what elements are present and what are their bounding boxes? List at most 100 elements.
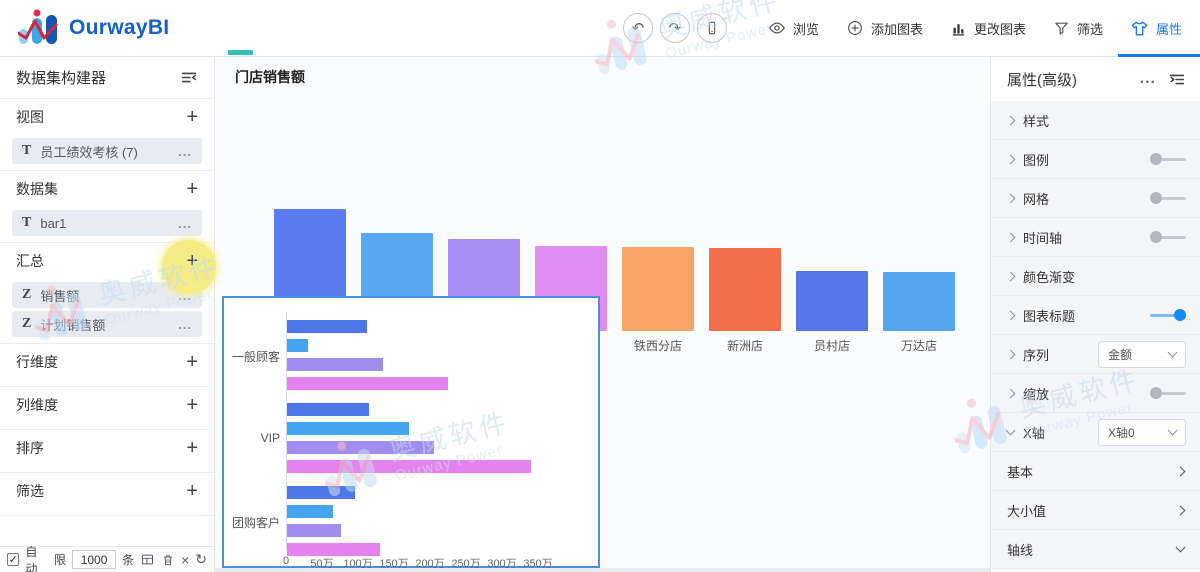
store-bar[interactable] xyxy=(709,248,781,331)
x-axis-select[interactable]: X轴0 xyxy=(1098,418,1186,446)
customer-bar[interactable] xyxy=(287,543,380,556)
panel-more-icon[interactable]: ... xyxy=(1139,70,1156,87)
series-select-value: 金额 xyxy=(1108,347,1133,362)
sidebar-title: 数据集构建器 xyxy=(16,70,107,87)
properties-button[interactable]: 属性 xyxy=(1130,19,1182,38)
chevron-right-icon xyxy=(1005,193,1016,203)
history-buttons: ↶ ↷ xyxy=(622,13,727,43)
customer-bar[interactable] xyxy=(287,441,434,454)
divider xyxy=(0,515,214,516)
section-column-dimension: 列维度 + xyxy=(0,387,214,430)
add-chart-button[interactable]: 添加图表 xyxy=(846,19,923,38)
item-type-icon: Z xyxy=(22,316,32,331)
refresh-button[interactable]: ↻ xyxy=(195,551,207,568)
y-axis-line xyxy=(286,312,287,550)
add-view-button[interactable]: + xyxy=(186,106,198,128)
table-view-button[interactable] xyxy=(140,552,155,567)
add-column-dimension-button[interactable]: + xyxy=(186,394,198,416)
add-dataset-button[interactable]: + xyxy=(186,178,198,200)
table-icon xyxy=(142,554,154,565)
customer-bar[interactable] xyxy=(287,377,448,390)
clear-button[interactable]: × xyxy=(181,552,189,568)
auto-checkbox[interactable]: ✓ xyxy=(7,553,20,566)
collapse-panel-icon[interactable] xyxy=(1168,72,1186,87)
filter-button[interactable]: 筛选 xyxy=(1053,19,1103,38)
customer-bar[interactable] xyxy=(287,460,531,473)
summary-item-label: 计划销售额 xyxy=(40,317,106,333)
summary-item-planned-sales[interactable]: Z 计划销售额 ... xyxy=(12,311,202,337)
subrow-label: 轴线 xyxy=(1007,542,1034,558)
customer-bar[interactable] xyxy=(287,486,355,499)
browse-button[interactable]: 浏览 xyxy=(768,19,819,38)
delete-button[interactable] xyxy=(161,553,175,567)
summary-item-label: 销售额 xyxy=(40,288,80,304)
series-select[interactable]: 金额 xyxy=(1098,340,1186,368)
undo-button[interactable]: ↶ xyxy=(622,13,653,43)
prop-label: 序列 xyxy=(1023,347,1050,363)
store-bar[interactable] xyxy=(796,271,868,331)
subrow-min-max[interactable]: 大小值 xyxy=(991,491,1200,530)
item-more-icon[interactable]: ... xyxy=(178,143,192,159)
change-chart-label: 更改图表 xyxy=(973,21,1026,37)
timeline-toggle[interactable] xyxy=(1150,230,1186,244)
dataset-item[interactable]: T bar1 ... xyxy=(12,210,202,236)
prop-row-x-axis[interactable]: X轴 X轴0 xyxy=(991,413,1200,452)
prop-row-style[interactable]: 样式 xyxy=(991,101,1200,140)
properties-panel: 属性(高级) ... 样式 图例 网格 时间轴 xyxy=(990,57,1200,572)
customer-bar[interactable] xyxy=(287,320,367,333)
prop-row-zoom[interactable]: 缩放 xyxy=(991,374,1200,413)
prop-row-timeline[interactable]: 时间轴 xyxy=(991,218,1200,257)
change-chart-button[interactable]: 更改图表 xyxy=(950,19,1026,38)
prop-row-color-gradient[interactable]: 颜色渐变 xyxy=(991,257,1200,296)
properties-panel-title: 属性(高级) xyxy=(1007,71,1077,89)
customer-bar[interactable] xyxy=(287,524,341,537)
prop-row-chart-title[interactable]: 图表标题 xyxy=(991,296,1200,335)
dashboard-canvas[interactable]: 门店销售额 豫城时尚商场店万国店铜锣湾店中心城店铁西分店新洲店员村店万达店 一般… xyxy=(215,57,990,572)
chevron-right-icon xyxy=(1005,154,1016,164)
x-axis-select-value: X轴0 xyxy=(1108,425,1135,440)
y-axis-label: 一般顾客 xyxy=(231,350,280,364)
x-axis-label: 铁西分店 xyxy=(633,339,683,353)
customer-bar[interactable] xyxy=(287,422,409,435)
prop-label: 图例 xyxy=(1023,152,1050,168)
prop-row-legend[interactable]: 图例 xyxy=(991,140,1200,179)
chevron-down-icon xyxy=(1167,347,1178,358)
add-filter-button[interactable]: + xyxy=(186,480,198,502)
redo-button[interactable]: ↷ xyxy=(659,13,690,43)
add-summary-button[interactable]: + xyxy=(186,250,198,272)
item-more-icon[interactable]: ... xyxy=(178,316,192,332)
grid-toggle[interactable] xyxy=(1150,191,1186,205)
filter-label: 筛选 xyxy=(1076,21,1103,37)
section-column-dimension-label: 列维度 xyxy=(16,397,58,413)
subrow-basic[interactable]: 基本 xyxy=(991,452,1200,491)
add-row-dimension-button[interactable]: + xyxy=(186,351,198,373)
customer-bar[interactable] xyxy=(287,403,369,416)
x-axis-tick: 0 xyxy=(282,555,290,567)
add-sort-button[interactable]: + xyxy=(186,437,198,459)
customer-bar[interactable] xyxy=(287,505,333,518)
customer-sales-chart[interactable]: 一般顾客 VIP 团购客户 0 50万 100万 150万 200万 250万 300万 350万 xyxy=(222,296,600,570)
collapse-sidebar-icon[interactable] xyxy=(180,70,198,85)
zoom-toggle[interactable] xyxy=(1150,386,1186,400)
customer-bar[interactable] xyxy=(287,339,308,352)
item-more-icon[interactable]: ... xyxy=(178,215,192,231)
store-bar[interactable] xyxy=(622,247,694,331)
divider xyxy=(0,386,214,387)
subrow-axis-line[interactable]: 轴线 xyxy=(991,530,1200,569)
section-filter-label: 筛选 xyxy=(16,483,44,499)
limit-input[interactable] xyxy=(72,550,117,569)
chart-title-toggle[interactable] xyxy=(1150,308,1186,322)
x-axis-tick: 350万 xyxy=(523,558,553,570)
mobile-preview-button[interactable] xyxy=(696,13,727,43)
customer-bar[interactable] xyxy=(287,358,383,371)
view-item[interactable]: T 员工绩效考核 (7) ... xyxy=(12,138,202,164)
legend-toggle[interactable] xyxy=(1150,152,1186,166)
prop-row-series[interactable]: 序列 金额 xyxy=(991,335,1200,374)
browse-label: 浏览 xyxy=(792,21,819,37)
canvas-bottom-strip xyxy=(215,568,990,572)
logo-icon xyxy=(18,9,58,44)
prop-row-grid[interactable]: 网格 xyxy=(991,179,1200,218)
store-bar[interactable] xyxy=(883,272,955,331)
subrow-label: 基本 xyxy=(1007,464,1034,480)
widget-tab-handle[interactable] xyxy=(228,50,253,55)
